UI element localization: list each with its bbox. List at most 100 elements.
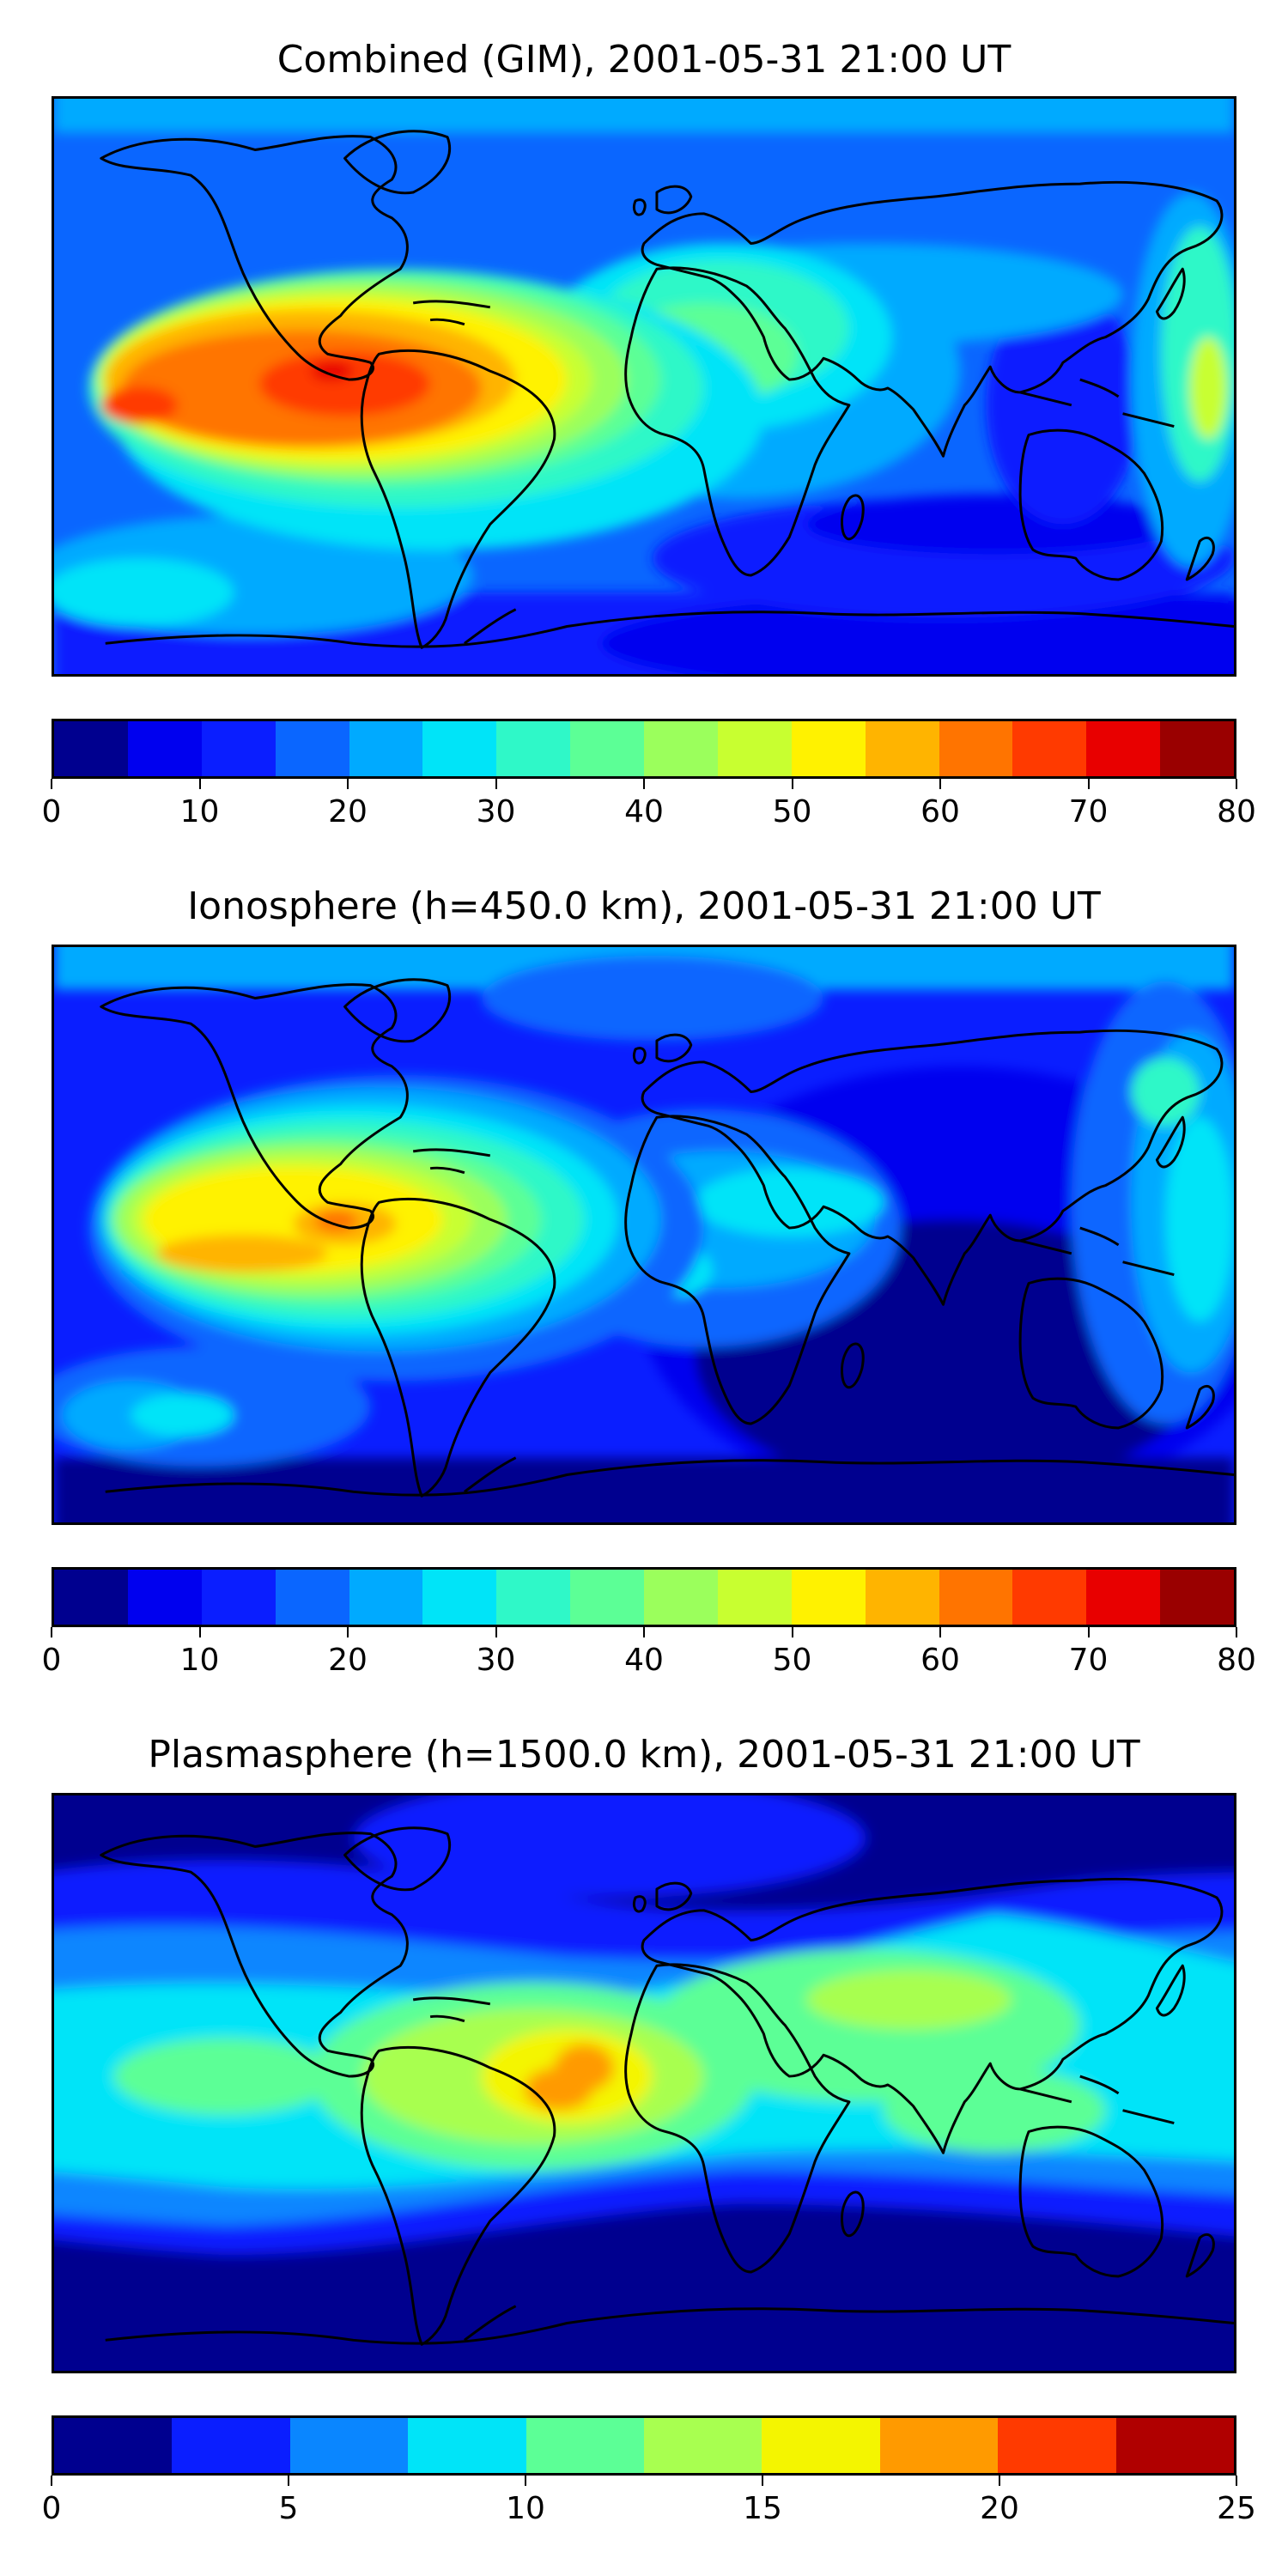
panel1-colorbar-segment [422,721,497,776]
panel2-tick-mark [643,1627,645,1637]
panel2-tick-label: 60 [920,1643,960,1678]
panel2-colorbar-segment [1160,1570,1234,1625]
panel1-tick-label: 30 [476,794,516,829]
panel2-colorbar-segment [1086,1570,1161,1625]
panel1-tick-label: 20 [328,794,368,829]
panel3-colorbar-segment [172,2418,290,2473]
panel2-colorbar-segment [791,1570,866,1625]
panel1-colorbar-segment [54,721,128,776]
panel3-colorbar-segment [879,2418,999,2473]
panel2-colorbar-segment [717,1570,792,1625]
panel3-title: Plasmasphere (h=1500.0 km), 2001-05-31 2… [148,1733,1140,1777]
panel2-tick-label: 10 [179,1643,220,1678]
panel3-tick-label: 25 [1217,2491,1256,2526]
panel1-colorbar-segment [127,721,202,776]
panel3-tick-label: 20 [980,2491,1019,2526]
panel3-colorbar [52,2415,1236,2476]
panel3-tick-mark [999,2476,1000,2486]
panel3-colorbar-ticks: 0 5 10 15 20 25 [42,2476,1256,2527]
panel3-map [52,1793,1236,2373]
panel2-tick-label: 30 [476,1643,516,1678]
panel1-colorbar-segment [1012,721,1087,776]
panel1-colorbar-segment [791,721,866,776]
panel2-colorbar-segment [349,1570,423,1625]
panel2-tick-label: 80 [1217,1643,1256,1678]
panel2-colorbar-ticks: 0 10 20 30 40 50 60 70 80 [42,1627,1256,1679]
panel2-colorbar-segment [865,1570,939,1625]
panel1-map [52,96,1236,677]
panel3-colorbar-segment [998,2418,1116,2473]
panel1-tick-mark [51,779,52,789]
panel2-tick-mark [791,1627,793,1637]
panel1-tick-mark [1087,779,1090,789]
panel2-title: Ionosphere (h=450.0 km), 2001-05-31 21:0… [187,884,1101,928]
panel3-colorbar-segment [1115,2418,1235,2473]
panel2-colorbar-segment [422,1570,497,1625]
panel1-contour-plot [54,99,1234,674]
panel2-map [52,945,1236,1525]
panel2-colorbar-segment [644,1570,718,1625]
panel2-tick-mark [1087,1627,1090,1637]
panel3-tick-label: 15 [743,2491,782,2526]
panel1-tick-label: 70 [1068,794,1109,829]
panel1-tick-mark [643,779,645,789]
panel3-colorbar-segment [289,2418,409,2473]
panel3-tick-mark [51,2476,52,2486]
panel1-tick-mark [939,779,941,789]
panel2-tick-label: 50 [772,1643,812,1678]
panel1-colorbar-ticks: 0 10 20 30 40 50 60 70 80 [42,779,1256,830]
panel2-tick-mark [495,1627,497,1637]
panel3-tick-label: 0 [41,2491,62,2526]
panel1-colorbar [52,719,1236,779]
panel2-tick-label: 20 [328,1643,368,1678]
panel1-colorbar-segment [349,721,423,776]
panel3-colorbar-segment [54,2418,173,2473]
panel3-tick-label: 10 [506,2491,545,2526]
panel2-tick-label: 40 [624,1643,664,1678]
panel3-contour-plot [54,1795,1234,2371]
panel1-colorbar-segment [717,721,792,776]
panel1-tick-mark [791,779,793,789]
panel2-tick-label: 70 [1068,1643,1109,1678]
panel2-colorbar-segment [275,1570,349,1625]
panel2-colorbar-segment [1012,1570,1087,1625]
panel1-tick-label: 40 [624,794,664,829]
panel2-tick-mark [347,1627,349,1637]
panel1-colorbar-segment [275,721,349,776]
panel1-tick-label: 60 [920,794,960,829]
panel2-colorbar-segment [201,1570,276,1625]
panel1-colorbar-segment [1086,721,1161,776]
panel3-tick-mark [762,2476,763,2486]
panel1-tick-mark [198,779,201,789]
panel2-tick-label: 0 [41,1643,62,1678]
panel1-colorbar-segment [496,721,571,776]
panel1-tick-mark [347,779,349,789]
panel2-contour-plot [54,947,1234,1522]
panel1-title: Combined (GIM), 2001-05-31 21:00 UT [276,38,1012,82]
panel3-tick-mark [1236,2476,1237,2486]
panel2-colorbar-segment [496,1570,571,1625]
panel3-colorbar-segment [644,2418,762,2473]
panel2-colorbar [52,1567,1236,1627]
panel3-colorbar-segment [762,2418,880,2473]
panel2-colorbar-segment [127,1570,202,1625]
panel1-tick-mark [495,779,497,789]
panel1-colorbar-segment [570,721,644,776]
panel1-colorbar-segment [201,721,276,776]
panel3-tick-mark [525,2476,526,2486]
panel2-tick-mark [1236,1627,1237,1637]
panel3-tick-label: 5 [278,2491,299,2526]
panel1-colorbar-segment [865,721,939,776]
panel2-colorbar-segment [570,1570,644,1625]
panel2-colorbar-segment [54,1570,128,1625]
panel2-tick-mark [51,1627,52,1637]
panel3-colorbar-segment [526,2418,645,2473]
panel2-tick-mark [198,1627,201,1637]
panel1-tick-mark [1236,779,1237,789]
panel1-colorbar-segment [1160,721,1234,776]
panel1-tick-label: 0 [41,794,62,829]
panel2-colorbar-segment [939,1570,1013,1625]
panel1-tick-label: 80 [1217,794,1256,829]
panel1-colorbar-segment [939,721,1013,776]
panel1-tick-label: 50 [772,794,812,829]
